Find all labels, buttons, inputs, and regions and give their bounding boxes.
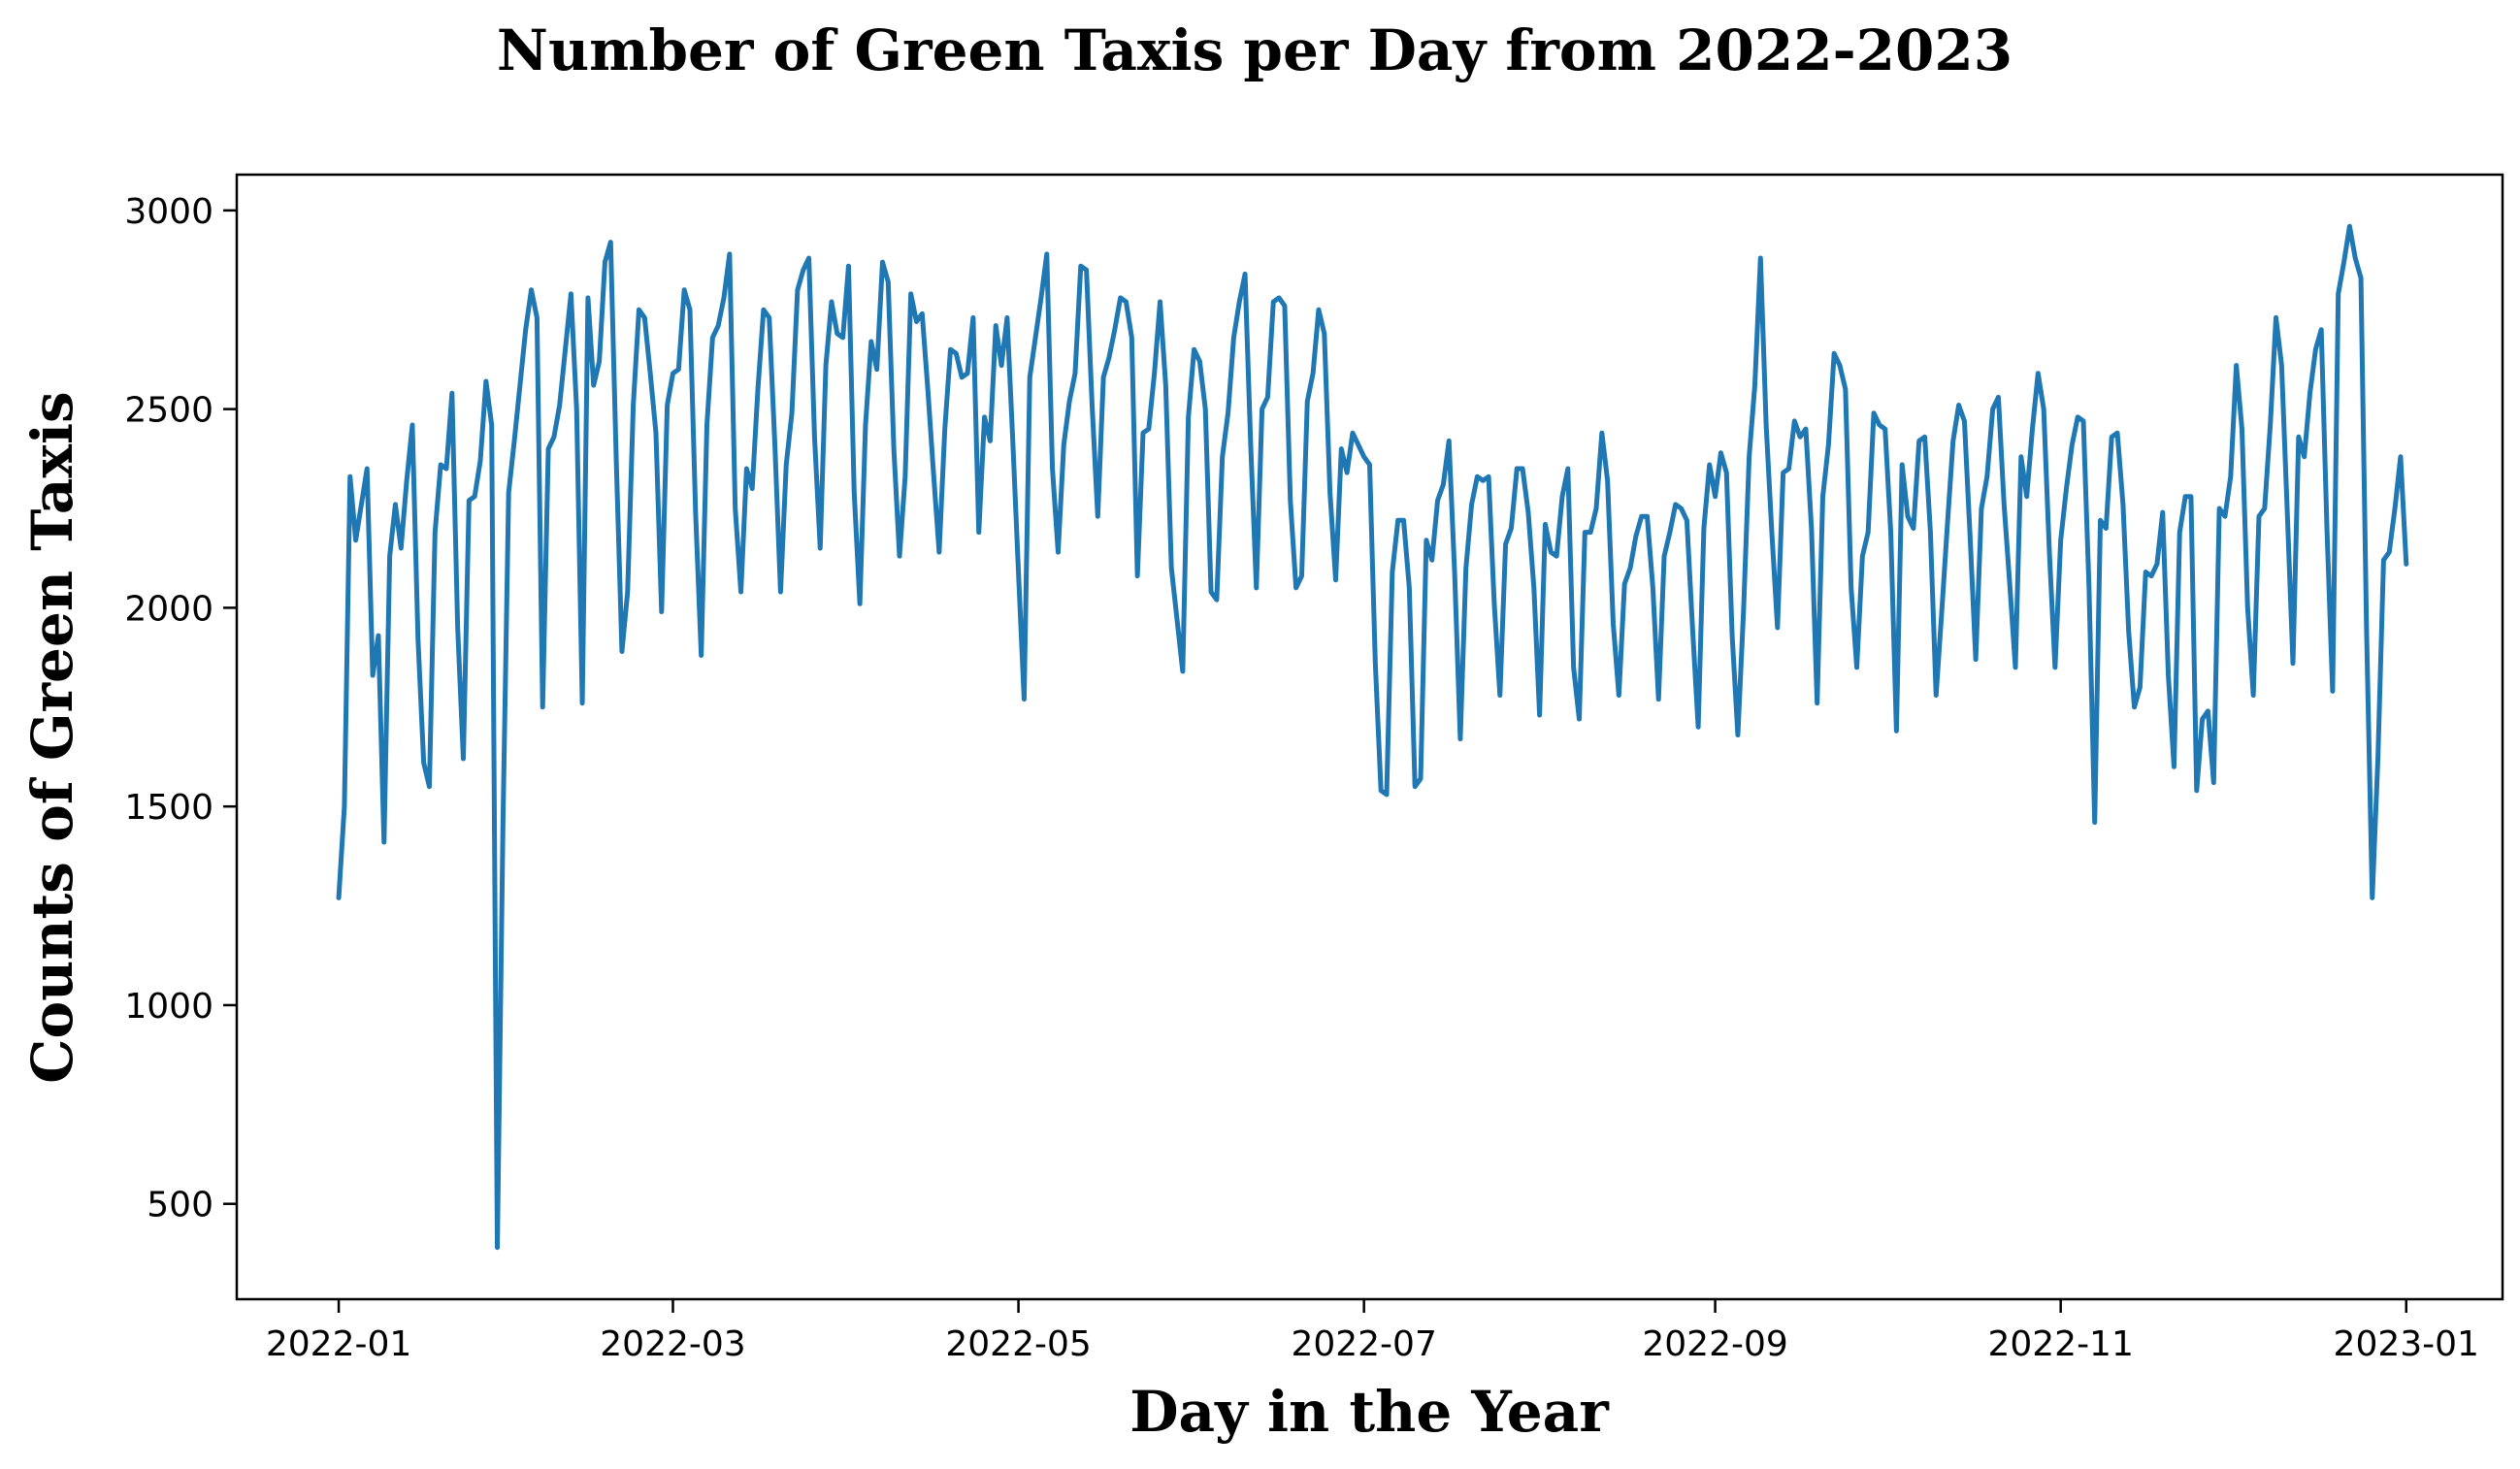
y-tick-label: 2000 bbox=[124, 589, 213, 629]
x-tick-label: 2023-01 bbox=[2334, 1324, 2479, 1364]
chart-title: Number of Green Taxis per Day from 2022-… bbox=[497, 17, 2013, 83]
y-axis-label: Counts of Green Taxis bbox=[19, 391, 85, 1083]
x-axis: 2022-01 2022-03 2022-05 2022-07 2022-09 2022-… bbox=[266, 1299, 2479, 1364]
y-tick-label: 1000 bbox=[124, 987, 213, 1027]
plot-frame bbox=[235, 173, 2504, 1301]
x-tick-label: 2022-11 bbox=[1987, 1324, 2133, 1364]
x-axis-label: Day in the Year bbox=[1129, 1379, 1610, 1445]
y-tick-label: 1500 bbox=[124, 788, 213, 828]
x-tick-label: 2022-05 bbox=[945, 1324, 1091, 1364]
y-tick-label: 2500 bbox=[124, 391, 213, 431]
plot-area bbox=[336, 223, 2409, 1251]
y-tick-label: 3000 bbox=[124, 192, 213, 232]
y-tick-label: 500 bbox=[147, 1186, 213, 1225]
x-tick-label: 2022-01 bbox=[266, 1324, 411, 1364]
x-tick-label: 2022-09 bbox=[1642, 1324, 1787, 1364]
x-tick-label: 2022-03 bbox=[600, 1324, 745, 1364]
series-line-green-taxi-counts bbox=[336, 223, 2409, 1251]
x-tick-label: 2022-07 bbox=[1291, 1324, 1436, 1364]
y-axis: 500 1000 1500 2000 2500 3000 bbox=[124, 192, 237, 1225]
